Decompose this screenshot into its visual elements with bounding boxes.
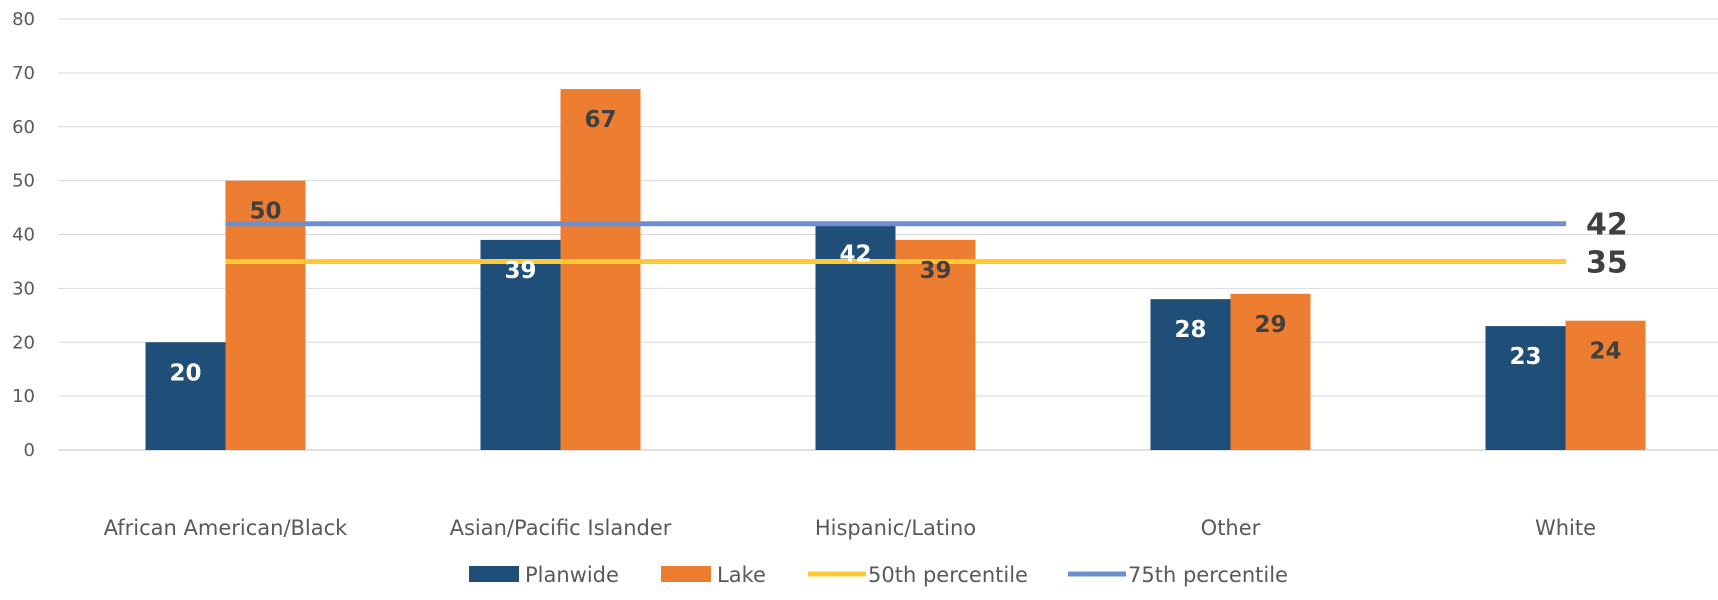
legend-label: 50th percentile bbox=[868, 563, 1028, 587]
bar-lake bbox=[895, 239, 976, 450]
x-tick-label: White bbox=[1535, 516, 1596, 540]
data-label: 20 bbox=[169, 360, 201, 386]
legend-label: 75th percentile bbox=[1128, 563, 1288, 587]
data-label: 24 bbox=[1589, 339, 1621, 365]
legend-swatch bbox=[469, 566, 519, 582]
data-label: 67 bbox=[584, 107, 616, 133]
bar-planwide bbox=[145, 342, 226, 450]
y-tick-label: 70 bbox=[12, 63, 35, 84]
data-label: 23 bbox=[1509, 344, 1541, 370]
reference-line-label: 35 bbox=[1586, 245, 1628, 280]
data-label: 39 bbox=[919, 258, 951, 284]
data-label: 29 bbox=[1254, 312, 1286, 338]
bar-planwide bbox=[480, 239, 561, 450]
y-tick-label: 30 bbox=[12, 278, 35, 299]
data-labels: 20 50 39 67 42 39 28 29 23 24 bbox=[169, 107, 1621, 386]
y-tick-label: 10 bbox=[12, 386, 35, 407]
legend: Planwide Lake 50th percentile 75th percenti… bbox=[469, 563, 1288, 587]
x-tick-label: Asian/Pacific Islander bbox=[450, 516, 672, 540]
x-tick-label: African American/Black bbox=[104, 516, 349, 540]
data-label: 42 bbox=[839, 242, 871, 268]
bar-lake bbox=[1230, 293, 1311, 450]
axes: 0 10 20 30 40 50 60 70 80 African American/Black A… bbox=[12, 9, 1596, 540]
bar-planwide bbox=[1485, 326, 1566, 450]
data-label: 28 bbox=[1174, 317, 1206, 343]
bars bbox=[145, 89, 1646, 450]
y-tick-label: 40 bbox=[12, 225, 35, 246]
y-tick-label: 20 bbox=[12, 332, 35, 353]
bar-lake bbox=[1565, 320, 1646, 450]
y-tick-label: 50 bbox=[12, 171, 35, 192]
legend-swatch bbox=[661, 566, 711, 582]
x-tick-label: Hispanic/Latino bbox=[815, 516, 976, 540]
data-label: 39 bbox=[504, 258, 536, 284]
legend-label: Lake bbox=[717, 563, 766, 587]
reference-line-label: 42 bbox=[1586, 208, 1628, 243]
bar-lake bbox=[560, 89, 641, 450]
y-tick-label: 80 bbox=[12, 9, 35, 30]
y-tick-label: 60 bbox=[12, 117, 35, 138]
bar-planwide bbox=[1150, 299, 1231, 450]
data-label: 50 bbox=[249, 199, 281, 225]
legend-label: Planwide bbox=[525, 563, 619, 587]
x-tick-label: Other bbox=[1201, 516, 1261, 540]
y-tick-label: 0 bbox=[24, 440, 35, 461]
